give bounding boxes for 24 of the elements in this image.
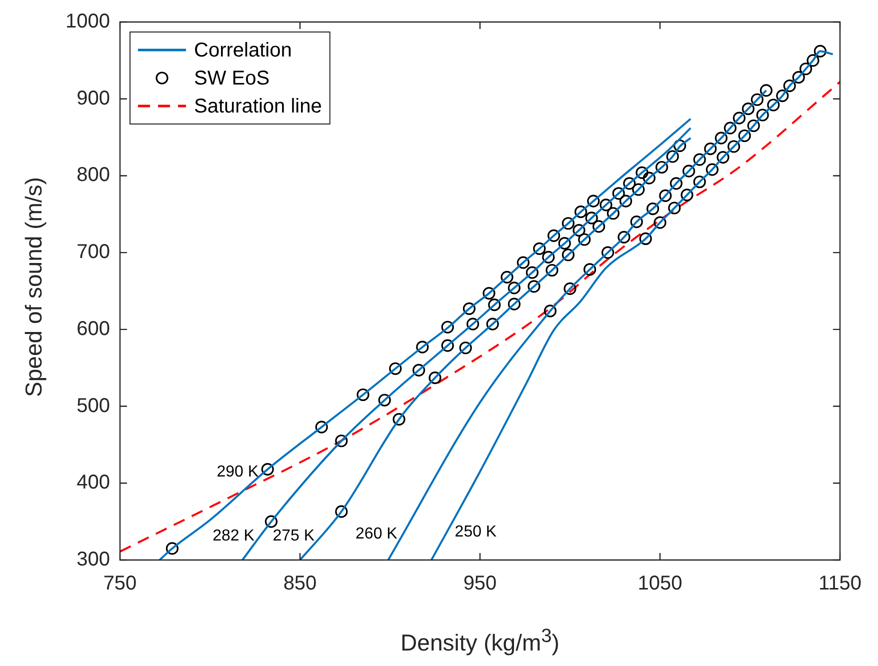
y-tick-label: 700 (76, 241, 110, 264)
x-tick-label: 1050 (638, 572, 682, 595)
y-axis-title: Speed of sound (m/s) (20, 177, 48, 397)
x-tick-label: 850 (283, 572, 317, 595)
y-tick-label: 300 (76, 548, 110, 571)
annotation: 282 K (212, 527, 255, 544)
legend-label: Saturation line (194, 96, 322, 118)
annotation: 260 K (356, 525, 398, 542)
annotation: 250 K (454, 523, 497, 540)
y-tick-label: 800 (76, 164, 110, 186)
y-tick-label: 600 (76, 318, 110, 340)
annotation: 275 K (272, 527, 315, 544)
annotation: 290 K (216, 463, 259, 480)
y-tick-label: 1000 (66, 10, 110, 33)
line-series (158, 118, 692, 560)
x-axis-title: Density (kg/m$^{3}$) (400, 626, 560, 657)
x-tick-label: 950 (463, 572, 497, 595)
x-tick-label: 750 (103, 572, 137, 595)
legend-label: Correlation (194, 40, 292, 62)
y-tick-label: 400 (76, 472, 110, 494)
y-tick-label: 900 (76, 87, 110, 110)
y-tick-label: 500 (76, 394, 110, 417)
x-tick-label: 1150 (818, 572, 862, 595)
legend-label: SW EoS (194, 68, 270, 90)
